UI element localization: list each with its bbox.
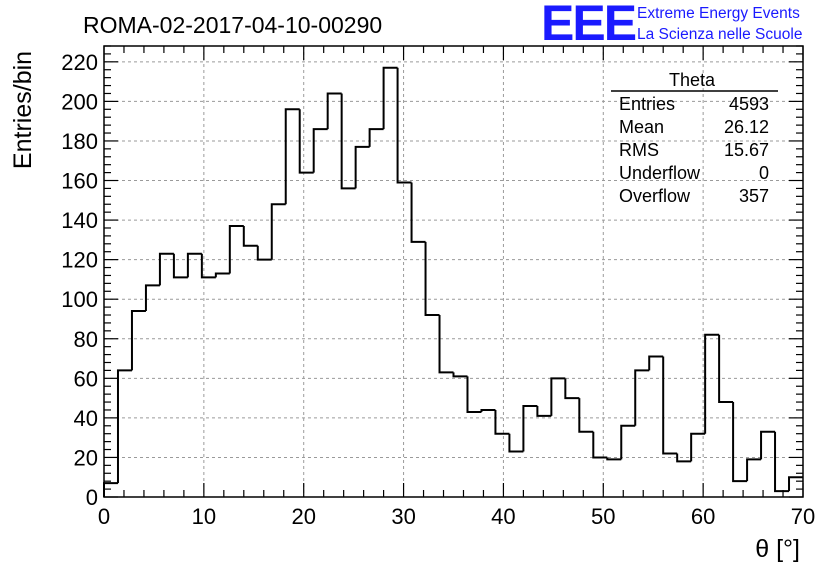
histogram-bin: [452, 372, 468, 378]
histogram-bin: [480, 408, 496, 412]
histogram-bin: [564, 378, 580, 400]
histogram-bin: [718, 334, 734, 404]
y-tick-label: 220: [61, 50, 98, 75]
stats-rows: Entries 4593 Mean 26.12 RMS 15.67 Underflow 0 Ov…: [619, 94, 769, 206]
histogram-bin: [368, 128, 384, 147]
histogram-bin: [130, 310, 146, 371]
histogram-series: [103, 66, 803, 497]
histogram-bin: [298, 109, 314, 174]
stats-title: Theta: [669, 70, 716, 90]
histogram-bin: [438, 315, 454, 374]
histogram-bin: [578, 398, 594, 433]
histogram-bin: [466, 376, 482, 413]
histogram-bin: [774, 431, 790, 493]
x-tick-label: 60: [691, 504, 715, 529]
y-tick-label: 60: [74, 366, 98, 391]
y-tick-label: 180: [61, 129, 98, 154]
y-tick-label: 40: [74, 406, 98, 431]
stats-row-label: RMS: [619, 140, 659, 160]
y-tick-label: 100: [61, 287, 98, 312]
histogram-bin: [704, 333, 720, 434]
histogram-bin: [620, 424, 636, 460]
x-tick-label: 30: [391, 504, 415, 529]
logo-line-2: La Scienza nelle Scuole: [637, 26, 802, 43]
axes: 0 10 20 30 40 50 60 70 0 20 40 60 80 100 120 140 160 180 2…: [61, 45, 815, 529]
histogram-bin: [410, 182, 426, 243]
histogram-bin: [676, 453, 692, 463]
histogram-bin: [186, 252, 202, 278]
stats-row-label: Underflow: [619, 163, 701, 183]
histogram-bin: [382, 66, 398, 130]
histogram-bin: [354, 145, 370, 189]
histogram-bin: [242, 226, 258, 247]
x-tick-label: 10: [192, 504, 216, 529]
histogram-bin: [690, 432, 706, 462]
histogram-bin: [732, 402, 748, 483]
histogram-bin: [634, 369, 650, 426]
histogram-bin: [788, 476, 803, 492]
histogram-bin: [396, 67, 412, 184]
histogram-bin: [270, 203, 286, 260]
histogram-bin: [746, 458, 762, 482]
histogram-bin: [662, 356, 678, 455]
histogram-bin: [536, 406, 552, 417]
chart-title: ROMA-02-2017-04-10-00290: [83, 12, 382, 38]
stats-row-label: Entries: [619, 94, 675, 114]
histogram-bin: [200, 253, 216, 279]
logo-line-1: Extreme Energy Events: [637, 5, 800, 22]
histogram-bin: [228, 225, 244, 274]
histogram-bin: [606, 457, 622, 461]
stats-row-value: 26.12: [724, 117, 769, 137]
stats-row-value: 357: [739, 186, 769, 206]
stats-row-value: 15.67: [724, 140, 769, 160]
x-tick-label: 40: [491, 504, 515, 529]
y-tick-label: 160: [61, 169, 98, 194]
y-tick-label: 20: [74, 445, 98, 470]
eee-logo: EEE Extreme Energy Events La Scienza nel…: [541, 0, 802, 51]
histogram-bin: [103, 482, 118, 497]
stats-row-value: 0: [759, 163, 769, 183]
plot-frame: [103, 45, 804, 498]
y-tick-label: 200: [61, 89, 98, 114]
histogram-bin: [326, 92, 342, 130]
logo-mark: EEE: [541, 0, 636, 51]
histogram-bin: [144, 284, 160, 312]
x-axis-label: θ [°]: [755, 535, 800, 563]
x-tick-label: 70: [791, 504, 815, 529]
histogram-bin: [158, 252, 174, 286]
y-tick-label: 0: [86, 485, 98, 510]
stats-row-label: Mean: [619, 117, 664, 137]
histogram-bin: [312, 128, 328, 173]
histogram-bin: [508, 433, 524, 453]
histogram-bin: [424, 241, 440, 317]
histogram-bin: [172, 253, 188, 279]
grid: [104, 46, 803, 497]
histogram-bin: [256, 245, 272, 261]
histogram-bin: [340, 93, 356, 190]
y-tick-label: 120: [61, 248, 98, 273]
x-tick-label: 0: [98, 504, 110, 529]
histogram-bin: [648, 355, 664, 371]
histogram-bin: [760, 430, 776, 460]
stats-row-value: 4593: [729, 94, 769, 114]
stats-box: Theta Entries 4593 Mean 26.12 RMS 15.67 Underf…: [611, 70, 778, 206]
x-tick-label: 20: [291, 504, 315, 529]
stats-row-label: Overflow: [619, 186, 691, 206]
histogram-bin: [550, 377, 566, 416]
histogram-bin: [494, 409, 510, 435]
histogram-bin: [214, 272, 230, 278]
histogram-bin: [522, 405, 538, 452]
histogram-bin: [284, 108, 300, 205]
y-tick-label: 80: [74, 327, 98, 352]
x-tick-label: 50: [591, 504, 615, 529]
y-axis-label: Entries/bin: [9, 51, 37, 169]
y-tick-label: 140: [61, 208, 98, 233]
histogram-bin: [116, 369, 132, 484]
histogram-bin: [592, 431, 608, 459]
